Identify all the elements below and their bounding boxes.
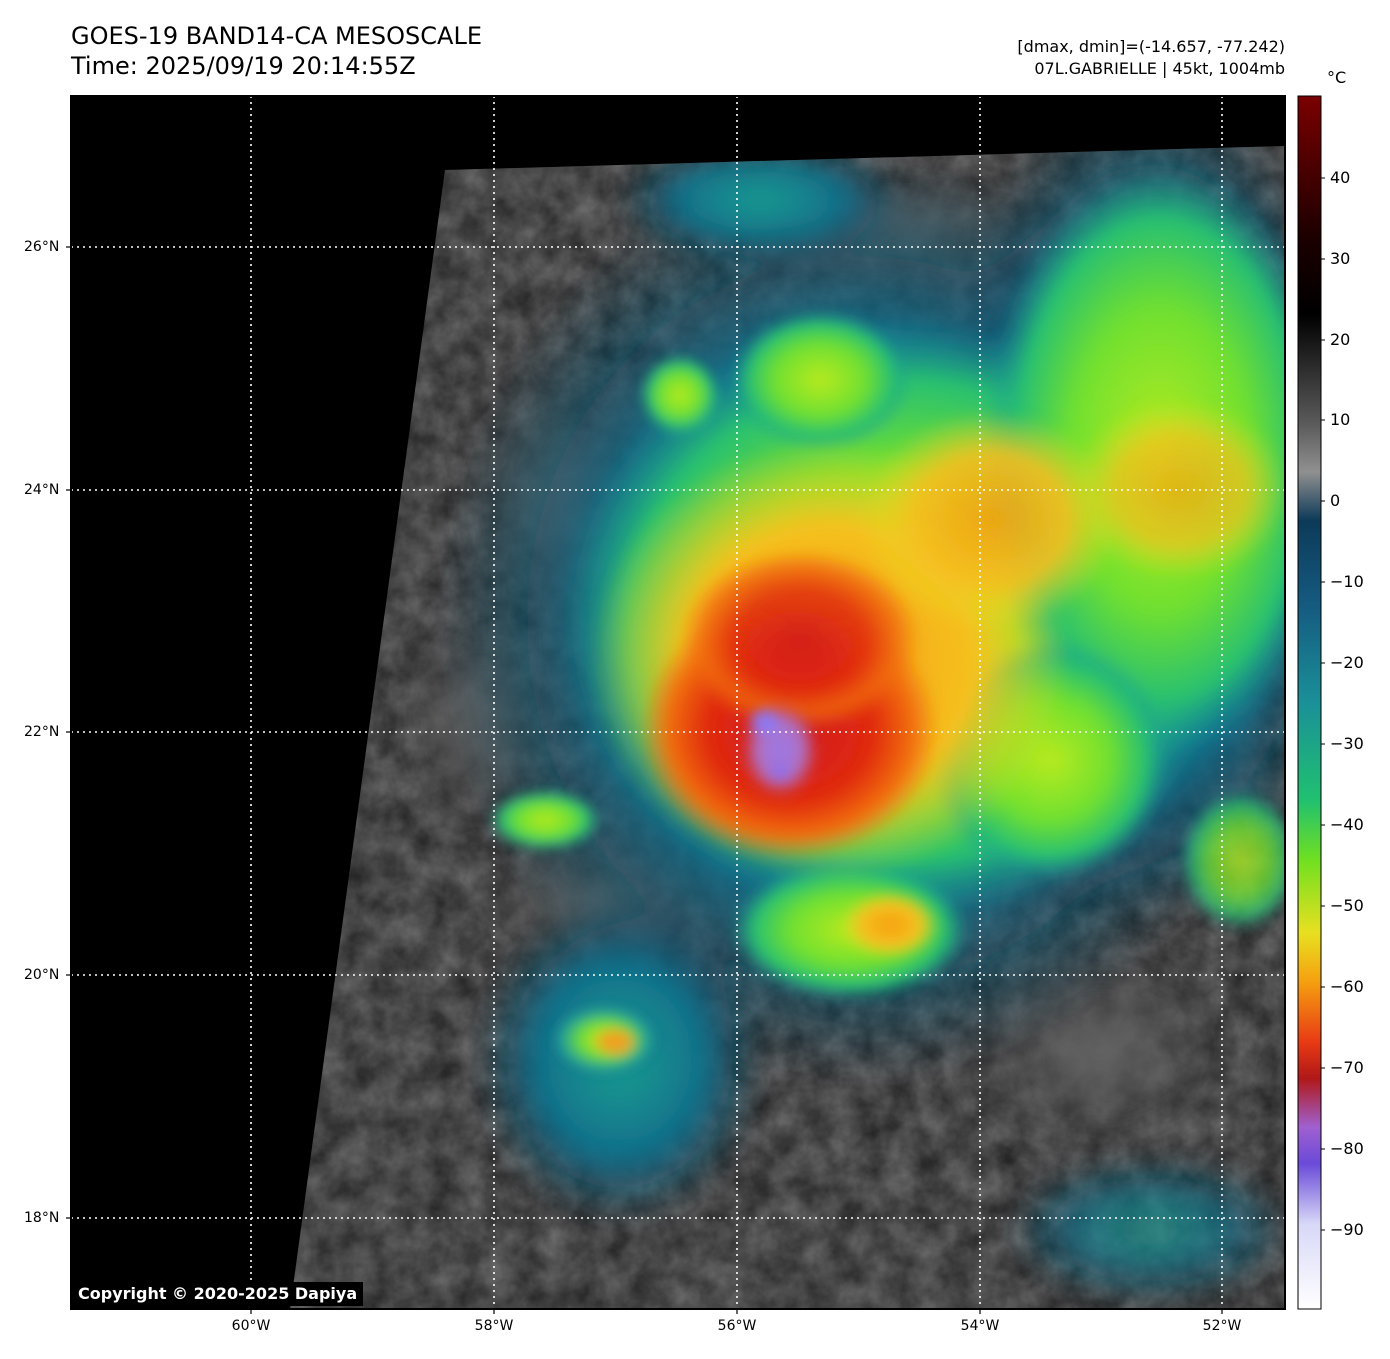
colorbar-tick-label: 20 bbox=[1330, 330, 1351, 349]
dmax-dmin-readout: [dmax, dmin]=(-14.657, -77.242) bbox=[1017, 37, 1285, 56]
colorbar-tick-label: 40 bbox=[1330, 168, 1351, 187]
image-title: GOES-19 BAND14-CA MESOSCALE bbox=[71, 22, 482, 50]
latitude-label: 20°N bbox=[24, 967, 60, 983]
latitude-label: 22°N bbox=[24, 724, 60, 740]
graticule bbox=[71, 96, 1285, 1309]
latitude-label: 24°N bbox=[24, 482, 60, 498]
colorbar-tick-label: 30 bbox=[1330, 249, 1351, 268]
image-timestamp: Time: 2025/09/19 20:14:55Z bbox=[71, 52, 416, 80]
plot-frame bbox=[70, 95, 1286, 1310]
colorbar-tick-label: −30 bbox=[1330, 734, 1364, 753]
axis-ticks bbox=[66, 246, 1223, 1314]
colorbar-tick-label: −20 bbox=[1330, 653, 1364, 672]
longitude-label: 56°W bbox=[717, 1318, 757, 1334]
colorbar-tick-label: −50 bbox=[1330, 896, 1364, 915]
colorbar-tick-label: −10 bbox=[1330, 572, 1364, 591]
colorbar-ticks bbox=[1321, 177, 1325, 1231]
colorbar-tick-label: −90 bbox=[1330, 1220, 1364, 1239]
storm-info: 07L.GABRIELLE | 45kt, 1004mb bbox=[1034, 59, 1285, 78]
colorbar-tick-label: 0 bbox=[1330, 491, 1341, 510]
colorbar-tick-label: −80 bbox=[1330, 1139, 1364, 1158]
longitude-label: 52°W bbox=[1202, 1318, 1242, 1334]
colorbar-tick-label: −70 bbox=[1330, 1058, 1364, 1077]
satellite-imagery bbox=[290, 146, 1285, 1309]
latitude-label: 18°N bbox=[24, 1210, 60, 1226]
colorbar bbox=[1297, 95, 1322, 1310]
longitude-label: 54°W bbox=[960, 1318, 1000, 1334]
colorbar-tick-label: −40 bbox=[1330, 815, 1364, 834]
longitude-label: 58°W bbox=[474, 1318, 514, 1334]
latitude-label: 26°N bbox=[24, 239, 60, 255]
longitude-label: 60°W bbox=[231, 1318, 271, 1334]
colorbar-unit: °C bbox=[1327, 68, 1347, 87]
colorbar-tick-label: −60 bbox=[1330, 977, 1364, 996]
colorbar-tick-label: 10 bbox=[1330, 410, 1351, 429]
copyright-notice: Copyright © 2020-2025 Dapiya bbox=[72, 1282, 364, 1306]
